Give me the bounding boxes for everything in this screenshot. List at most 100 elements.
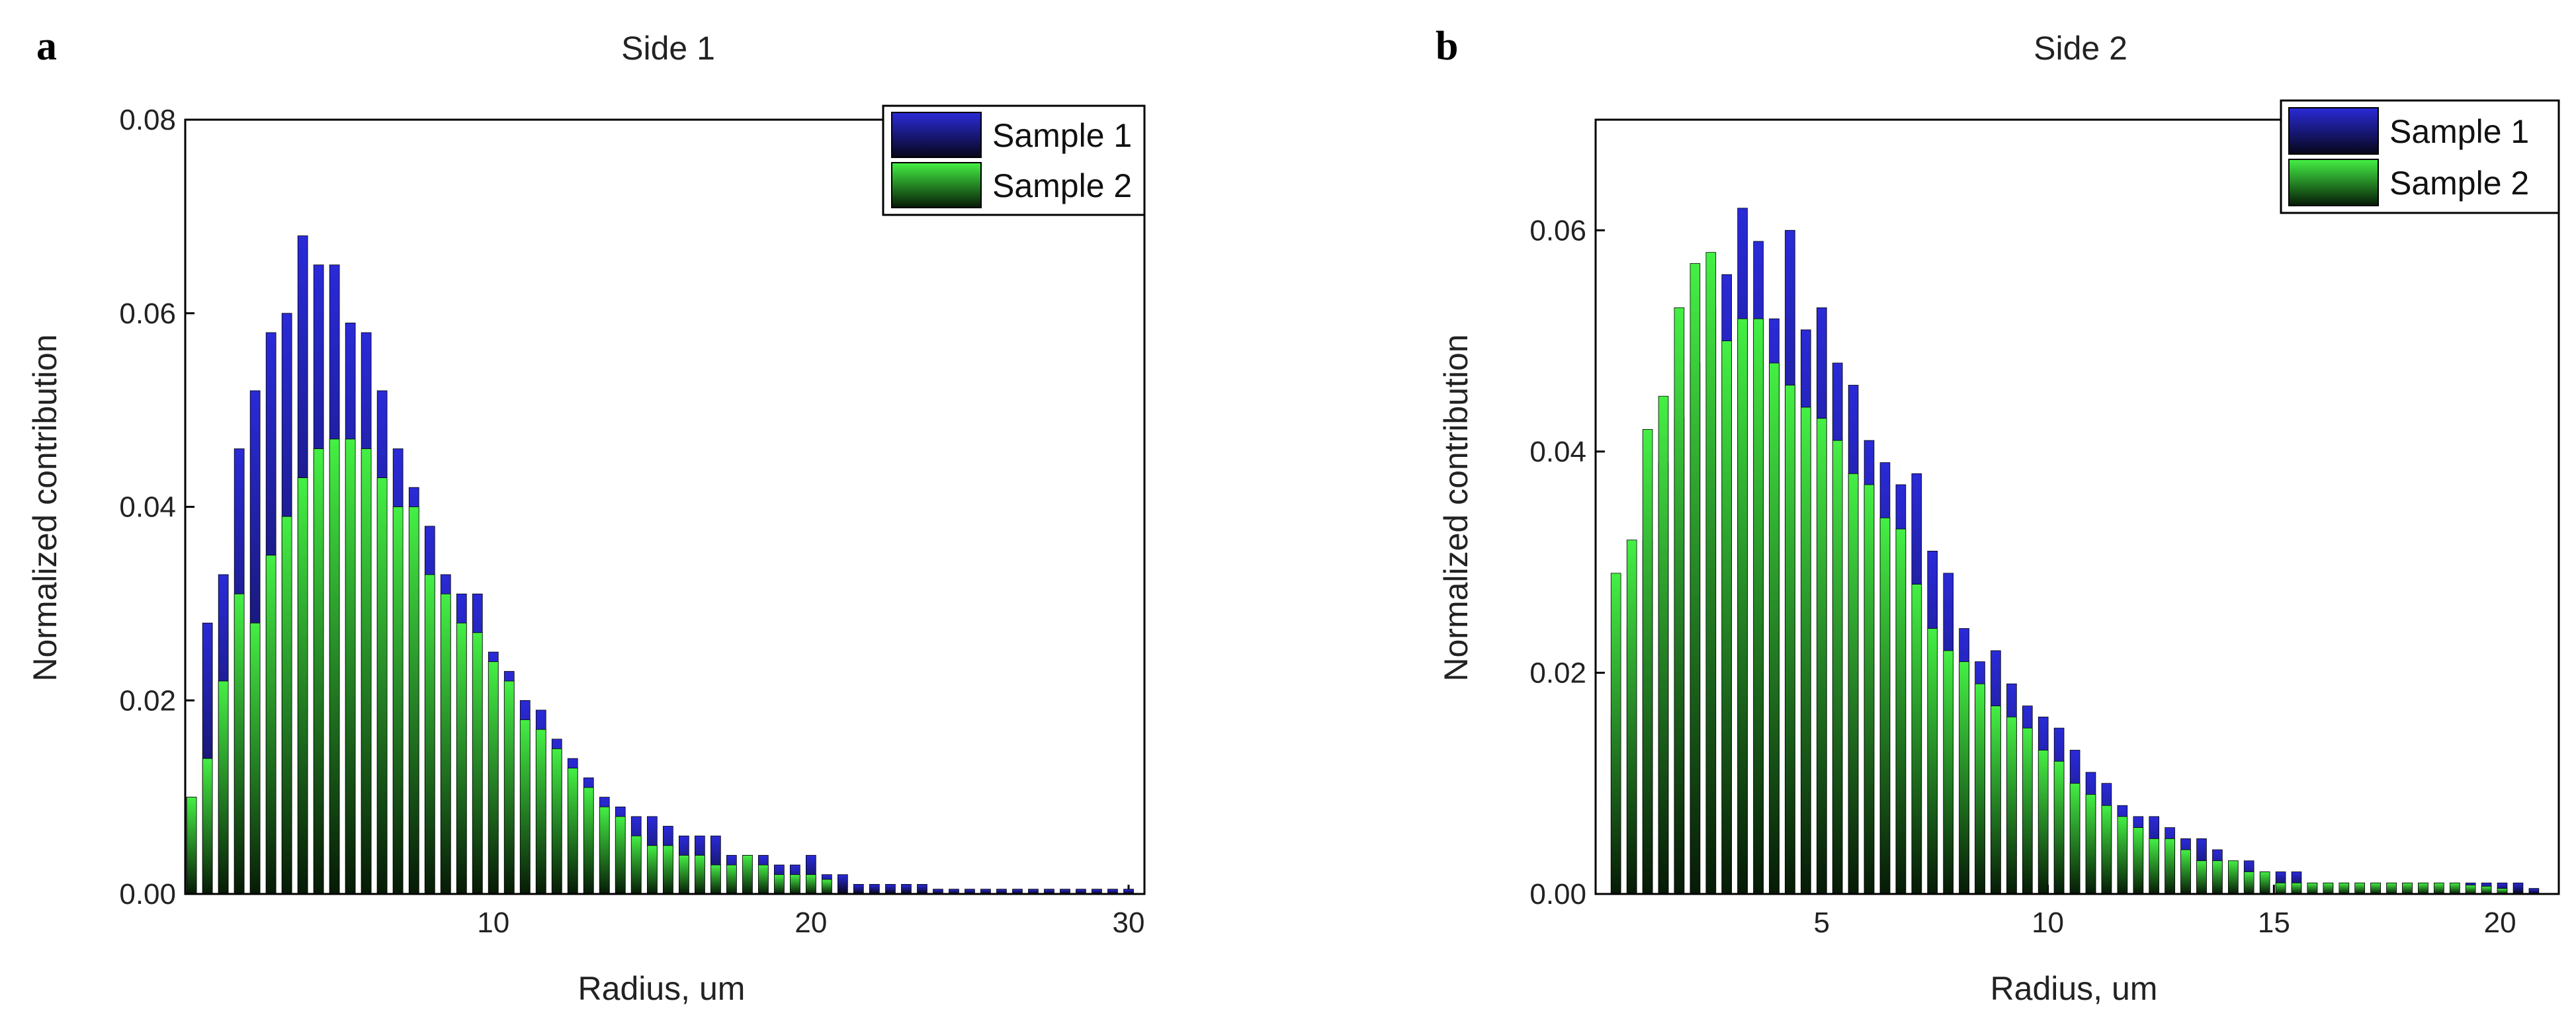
bar-b-sample-2 <box>1642 429 1653 895</box>
bar-a-sample-2 <box>679 855 689 895</box>
bar-b-sample-2 <box>1737 318 1748 895</box>
bar-a-sample-2 <box>456 622 467 895</box>
y-axis-label-a: Normalized contribution <box>26 334 64 681</box>
tick-group-a: 0.00 0.02 0.04 0.06 0.08 10 20 30 <box>119 104 1144 939</box>
x-tick-label: 15 <box>2258 907 2290 939</box>
bar-a-sample-2 <box>806 874 816 895</box>
bar-a-sample-2 <box>630 835 642 895</box>
bar-a-sample-2 <box>695 855 705 895</box>
bar-b-sample-2 <box>2038 750 2049 895</box>
bar-a-sample-1 <box>869 884 880 895</box>
y-tick-label: 0.04 <box>119 491 176 524</box>
bar-a-sample-2 <box>249 622 261 895</box>
bar-b-sample-2 <box>1705 252 1717 895</box>
bar-a-sample-2 <box>376 477 388 895</box>
bar-a-sample-2 <box>313 448 324 895</box>
y-tick-label: 0.08 <box>119 104 176 136</box>
bar-b-sample-2 <box>2449 882 2460 895</box>
bar-b-sample-2 <box>1832 440 1843 895</box>
bar-a-sample-2 <box>710 864 721 895</box>
bar-a-sample-2 <box>218 680 229 895</box>
bar-b-sample-2 <box>2069 783 2081 895</box>
bar-a-sample-2 <box>472 632 483 895</box>
bar-b-sample-2 <box>2243 871 2254 895</box>
bar-a-sample-2 <box>202 758 213 895</box>
plot-frame-b <box>1594 118 2560 895</box>
bar-a-sample-2 <box>583 787 594 895</box>
bar-a-sample-2 <box>790 874 800 895</box>
bar-a-sample-2 <box>742 855 753 895</box>
bar-b-sample-2 <box>2307 882 2318 895</box>
y-tick-label: 0.00 <box>1529 878 1586 910</box>
bar-b-sample-2 <box>2465 885 2476 895</box>
bar-a-sample-1 <box>901 884 912 895</box>
bar-a-sample-2 <box>408 506 419 895</box>
bar-a-sample-2 <box>361 448 372 895</box>
bar-b-sample-2 <box>1658 395 1669 895</box>
bar-b-sample-2 <box>2227 860 2239 895</box>
bar-a-sample-2 <box>519 719 531 895</box>
bar-b-sample-2 <box>1895 528 1907 895</box>
bar-a-sample-2 <box>392 506 404 895</box>
bar-a-sample-2 <box>615 816 626 895</box>
bar-a-sample-2 <box>599 806 610 895</box>
bar-series-a-sample-2 <box>186 438 832 895</box>
chart-panel-a: a Side 1 Normalized contribution Radius,… <box>26 24 1146 1007</box>
bar-b-sample-2 <box>2275 882 2286 895</box>
tick-group-b: 0.00 0.02 0.04 0.06 5 10 15 20 <box>1529 214 2516 939</box>
bar-b-sample-2 <box>1769 362 1780 895</box>
bar-b-sample-2 <box>2022 727 2033 895</box>
bar-b-sample-2 <box>2291 882 2302 895</box>
bar-b-sample-2 <box>1674 307 1685 895</box>
bar-b-sample-2 <box>1959 661 1969 895</box>
bar-a-sample-2 <box>647 845 658 895</box>
legend-label-b-sample-2: Sample 2 <box>2389 165 2529 202</box>
bar-b-sample-2 <box>2085 794 2096 895</box>
y-tick-label: 0.02 <box>1529 657 1586 689</box>
bar-a-sample-2 <box>345 438 356 895</box>
bar-b-sample-2 <box>1975 683 1985 895</box>
bar-a-sample-2 <box>265 555 277 895</box>
bar-b-sample-2 <box>1911 584 1922 895</box>
bar-b-sample-2 <box>2354 882 2366 895</box>
y-tick-label: 0.00 <box>119 878 176 910</box>
bar-b-sample-1 <box>2512 882 2524 895</box>
legend-b: Sample 1 Sample 2 <box>2280 99 2560 214</box>
bar-b-sample-2 <box>1816 418 1827 895</box>
bar-b-sample-2 <box>1927 628 1938 895</box>
bar-b-sample-2 <box>1991 706 2001 895</box>
bar-b-sample-2 <box>2323 882 2334 895</box>
bar-b-sample-2 <box>1864 484 1875 895</box>
legend-a: Sample 1 Sample 2 <box>882 104 1146 216</box>
bar-b-sample-2 <box>1721 341 1733 895</box>
x-tick-label: 20 <box>794 907 827 939</box>
bar-b-sample-2 <box>1785 385 1795 895</box>
bar-b-sample-2 <box>2339 882 2350 895</box>
legend-swatch-b-sample-2 <box>2288 159 2379 206</box>
bar-a-sample-2 <box>424 574 435 895</box>
bar-b-sample-2 <box>2212 860 2223 895</box>
bar-a-sample-2 <box>758 864 769 895</box>
legend-label-a-sample-1: Sample 1 <box>992 117 1132 154</box>
panel-letter-a: a <box>36 24 57 69</box>
chart-title-a: Side 1 <box>621 30 715 67</box>
bar-b-sample-2 <box>1943 650 1954 895</box>
bar-b-sample-2 <box>2180 849 2191 895</box>
legend-label-a-sample-2: Sample 2 <box>992 167 1132 204</box>
bar-a-sample-1 <box>885 884 896 895</box>
bar-b-sample-2 <box>2133 827 2144 895</box>
bar-a-sample-2 <box>774 874 785 895</box>
bar-series-a-sample-1 <box>186 235 1134 895</box>
bar-b-sample-2 <box>2117 816 2128 895</box>
bar-b-sample-2 <box>1800 407 1811 895</box>
bar-a-sample-2 <box>551 748 562 895</box>
bar-b-sample-2 <box>1610 573 1621 895</box>
y-axis-label-b: Normalized contribution <box>1438 334 1475 681</box>
bar-a-sample-1 <box>853 884 864 895</box>
bar-a-sample-2 <box>281 516 292 895</box>
panel-letter-b: b <box>1436 24 1458 69</box>
bar-b-sample-2 <box>2402 882 2413 895</box>
bar-b-sample-2 <box>2370 882 2381 895</box>
x-tick-label: 5 <box>1814 907 1830 939</box>
